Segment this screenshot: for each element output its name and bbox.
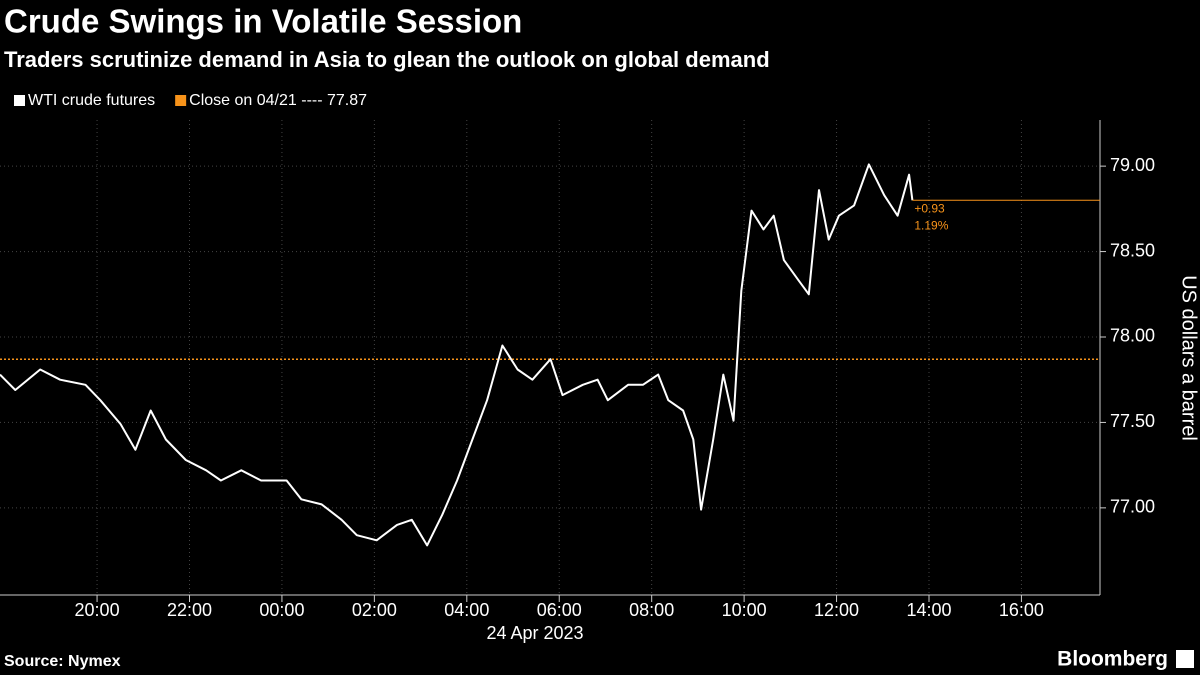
y-axis-label: US dollars a barrel xyxy=(1178,275,1200,441)
y-tick-label: 78.00 xyxy=(1110,326,1155,346)
x-tick-label: 22:00 xyxy=(167,600,212,620)
chart-subtitle: Traders scrutinize demand in Asia to gle… xyxy=(4,47,770,72)
y-tick-label: 78.50 xyxy=(1110,240,1155,260)
legend-label: Close on 04/21 ---- 77.87 xyxy=(189,92,367,109)
y-tick-label: 77.00 xyxy=(1110,497,1155,517)
x-tick-label: 10:00 xyxy=(722,600,767,620)
brand: Bloomberg xyxy=(1057,648,1168,671)
source: Source: Nymex xyxy=(4,653,121,670)
change-label: +0.93 xyxy=(914,201,945,215)
x-date-label: 24 Apr 2023 xyxy=(486,623,583,643)
x-tick-label: 00:00 xyxy=(259,600,304,620)
x-tick-label: 08:00 xyxy=(629,600,674,620)
chart-title: Crude Swings in Volatile Session xyxy=(4,3,522,40)
x-tick-label: 14:00 xyxy=(906,600,951,620)
x-tick-label: 12:00 xyxy=(814,600,859,620)
x-tick-label: 16:00 xyxy=(999,600,1044,620)
x-tick-label: 04:00 xyxy=(444,600,489,620)
x-tick-label: 06:00 xyxy=(537,600,582,620)
legend-swatch xyxy=(175,95,187,106)
price-line xyxy=(0,163,914,547)
legend-swatch xyxy=(14,95,25,106)
y-tick-label: 79.00 xyxy=(1110,155,1155,175)
x-tick-label: 02:00 xyxy=(352,600,397,620)
x-tick-label: 20:00 xyxy=(75,600,120,620)
change-label: 1.19% xyxy=(914,218,948,232)
brand-icon xyxy=(1176,650,1194,668)
y-tick-label: 77.50 xyxy=(1110,411,1155,431)
legend-label: WTI crude futures xyxy=(28,92,155,109)
